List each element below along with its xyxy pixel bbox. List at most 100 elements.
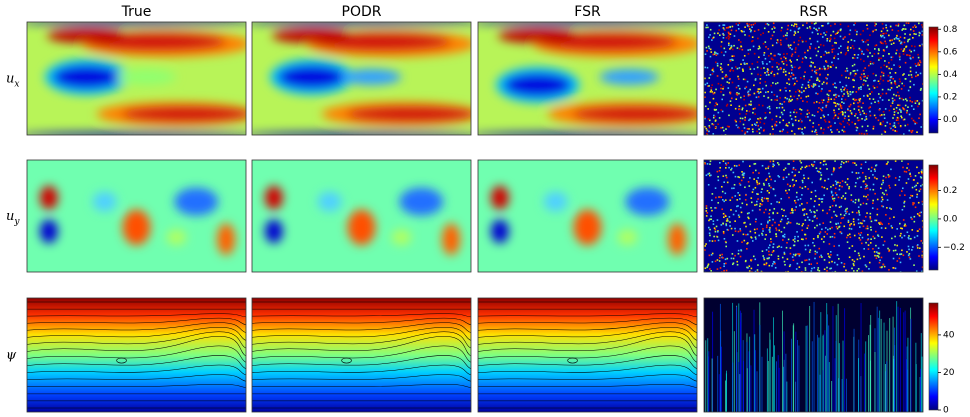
noise-pixel [916,64,919,66]
noise-pixel [837,30,840,32]
noise-pixel [907,106,909,108]
noise-pixel [762,255,765,257]
noise-pixel [915,33,917,35]
noise-pixel [747,91,749,94]
noise-pixel [787,24,790,27]
noise-pixel [746,128,749,130]
noise-pixel [860,231,863,234]
noise-pixel [815,131,818,134]
noise-pixel [861,236,864,239]
noise-pixel [714,51,716,53]
noise-pixel [779,41,782,44]
noise-pixel [726,75,728,78]
noise-pixel [895,94,898,97]
noise-pixel [714,115,716,118]
noise-pixel [767,71,770,74]
noise-pixel [814,195,817,198]
noise-pixel [852,70,855,72]
noise-pixel [736,263,739,266]
noise-pixel [878,108,881,111]
noise-pixel [848,187,850,190]
noise-pixel [709,174,711,177]
field-blob [39,185,58,210]
noise-pixel [864,80,867,82]
noise-pixel [714,240,716,242]
noise-pixel [916,245,919,247]
noise-pixel [884,131,887,133]
noise-pixel [817,235,819,237]
noise-pixel [900,232,902,235]
noise-pixel [776,162,779,164]
noise-pixel [723,216,725,218]
noise-pixel [766,177,768,180]
noise-pixel [785,64,788,66]
noise-pixel [727,26,730,29]
noise-pixel [784,167,787,170]
noise-pixel [791,130,793,132]
noise-pixel [852,200,855,203]
noise-pixel [758,56,760,58]
noise-pixel [818,85,820,88]
noise-pixel [818,67,821,70]
noise-pixel [800,91,803,94]
noise-pixel [851,65,854,67]
noise-pixel [709,55,712,58]
noise-pixel [808,219,811,221]
noise-pixel [880,66,882,69]
noise-pixel [919,61,922,64]
noise-pixel [747,267,749,269]
noise-pixel [802,100,804,102]
noise-pixel [717,32,719,35]
noise-pixel [746,24,749,27]
noise-pixel [875,117,877,119]
colorbar-tick-label: 0.6 [943,47,958,57]
noise-pixel [798,94,800,97]
noise-pixel [712,37,714,39]
noise-pixel [759,203,762,205]
noise-pixel [801,203,803,205]
noise-pixel [826,93,829,96]
noise-pixel [872,235,875,238]
noise-pixel [888,34,890,37]
noise-pixel [840,166,842,168]
noise-pixel [751,26,753,28]
noise-pixel [855,126,858,128]
noise-pixel [888,250,890,253]
noise-pixel [869,52,871,54]
noise-pixel [895,37,898,39]
noise-pixel [780,111,783,114]
noise-pixel [811,163,813,166]
noise-pixel [725,174,727,177]
noise-pixel [810,270,813,272]
noise-pixel [807,177,810,180]
noise-pixel [897,104,899,106]
noise-pixel [756,228,758,230]
noise-pixel [721,185,723,188]
noise-pixel [844,70,847,72]
noise-pixel [725,245,727,248]
noise-pixel [885,189,887,192]
noise-pixel [788,173,790,176]
noise-pixel [788,189,791,191]
noise-pixel [734,107,737,110]
noise-pixel [760,126,762,129]
noise-pixel [857,88,860,91]
noise-pixel [772,212,774,215]
noise-pixel [784,215,787,217]
noise-pixel [711,240,714,242]
noise-pixel [834,23,836,25]
noise-pixel [761,196,764,199]
noise-pixel [848,119,850,121]
noise-pixel [724,76,727,78]
noise-pixel [733,35,736,37]
noise-pixel [888,269,890,271]
noise-pixel [911,101,914,103]
noise-pixel [717,82,720,85]
field-blob [442,223,461,256]
noise-pixel [892,42,895,44]
noise-pixel [838,47,840,49]
noise-pixel [833,167,835,169]
noise-pixel [919,89,922,91]
noise-pixel [728,36,731,38]
panel-frame [703,21,924,136]
